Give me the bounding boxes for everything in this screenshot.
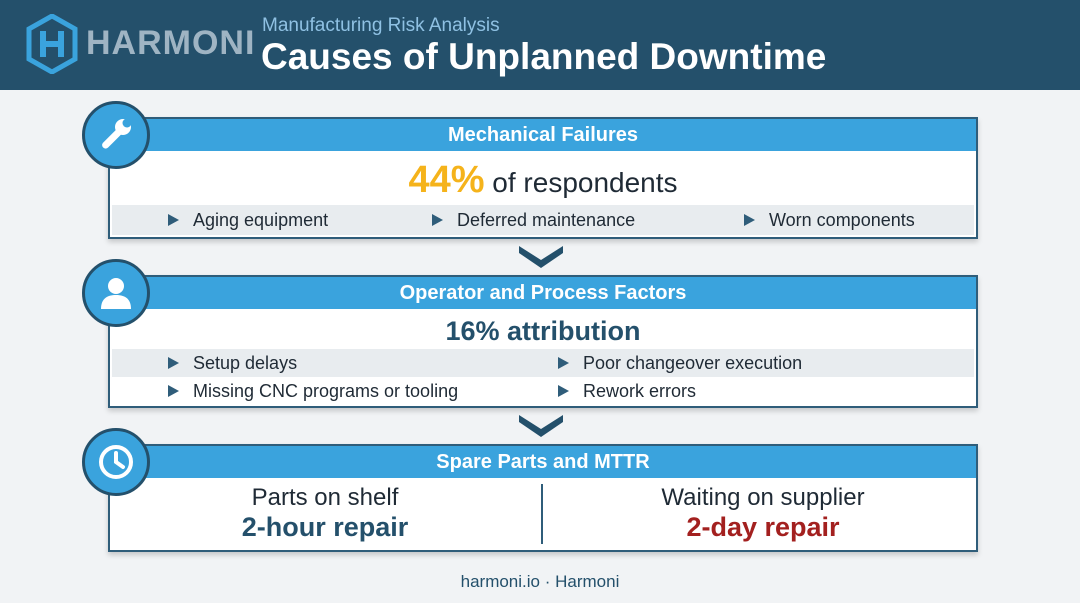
triangle-bullet-icon — [168, 214, 179, 226]
spare-parts-card: Spare Parts and MTTR Parts on shelf 2-ho… — [108, 444, 978, 552]
mechanical-bullets: Aging equipment Deferred maintenance Wor… — [112, 205, 974, 235]
waiting-supplier-value: 2-day repair — [686, 512, 840, 542]
list-item: Setup delays — [168, 353, 297, 374]
operator-process-title: Operator and Process Factors — [110, 277, 976, 309]
triangle-bullet-icon — [168, 385, 179, 397]
triangle-bullet-icon — [558, 385, 569, 397]
list-item: Worn components — [744, 210, 915, 231]
operator-process-card: Operator and Process Factors 16% attribu… — [108, 275, 978, 408]
wrench-icon-badge — [82, 101, 150, 169]
mechanical-percent: 44% — [408, 159, 485, 201]
footer-text: harmoni.io · Harmoni — [460, 572, 620, 591]
page-header: HARMONI Manufacturing Risk Analysis Caus… — [0, 0, 1080, 90]
mechanical-percent-suffix: of respondents — [492, 167, 678, 198]
triangle-bullet-icon — [744, 214, 755, 226]
parts-on-shelf-block: Parts on shelf 2-hour repair — [110, 484, 540, 543]
spare-parts-title: Spare Parts and MTTR — [110, 446, 976, 478]
spare-parts-comparison: Parts on shelf 2-hour repair Waiting on … — [110, 478, 976, 550]
page-subtitle: Manufacturing Risk Analysis — [262, 15, 500, 36]
user-icon-badge — [82, 259, 150, 327]
parts-on-shelf-value: 2-hour repair — [241, 512, 409, 542]
waiting-supplier-label: Waiting on supplier — [661, 484, 865, 511]
mechanical-stat: 44% of respondents — [110, 151, 976, 205]
list-item: Aging equipment — [168, 210, 328, 231]
operator-attribution: 16% attribution — [445, 316, 641, 346]
mechanical-failures-card: Mechanical Failures 44% of respondents A… — [108, 117, 978, 239]
list-item: Missing CNC programs or tooling — [168, 381, 458, 402]
wrench-icon — [102, 118, 132, 149]
list-item: Rework errors — [558, 381, 696, 402]
parts-on-shelf-label: Parts on shelf — [251, 484, 399, 511]
triangle-bullet-icon — [168, 357, 179, 369]
brand-name: HARMONI — [86, 24, 256, 62]
chevron-down-icon — [519, 246, 563, 268]
triangle-bullet-icon — [558, 357, 569, 369]
chevron-down-icon — [519, 415, 563, 437]
operator-bullets-row-1: Setup delays Poor changeover execution — [112, 349, 974, 377]
user-icon — [101, 278, 131, 309]
waiting-supplier-block: Waiting on supplier 2-day repair — [548, 484, 978, 543]
list-item: Deferred maintenance — [432, 210, 635, 231]
mechanical-failures-title: Mechanical Failures — [110, 119, 976, 151]
operator-bullets-row-2: Missing CNC programs or tooling Rework e… — [112, 377, 974, 405]
page-title: Causes of Unplanned Downtime — [261, 36, 827, 77]
list-item: Poor changeover execution — [558, 353, 802, 374]
harmoni-logo-icon — [26, 14, 78, 74]
clock-icon-badge — [82, 428, 150, 496]
clock-icon — [99, 445, 133, 479]
triangle-bullet-icon — [432, 214, 443, 226]
divider — [541, 484, 543, 544]
